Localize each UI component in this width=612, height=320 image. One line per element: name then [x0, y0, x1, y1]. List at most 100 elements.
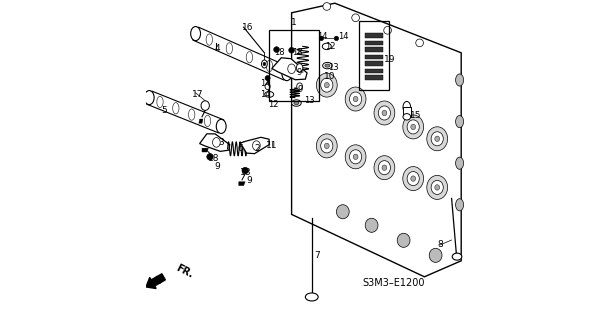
Ellipse shape [321, 139, 333, 153]
Text: 5: 5 [162, 106, 167, 115]
Ellipse shape [144, 91, 154, 105]
Ellipse shape [291, 100, 301, 106]
Ellipse shape [435, 136, 439, 141]
Text: 15: 15 [410, 111, 422, 120]
Text: S3M3–E1200: S3M3–E1200 [363, 278, 425, 288]
Ellipse shape [294, 101, 299, 105]
Ellipse shape [319, 36, 324, 41]
Text: 9: 9 [215, 162, 220, 171]
Ellipse shape [265, 76, 270, 81]
Ellipse shape [427, 175, 447, 199]
Ellipse shape [191, 27, 201, 41]
Bar [365, 69, 382, 73]
Ellipse shape [265, 83, 270, 90]
Ellipse shape [253, 141, 260, 150]
Text: 9: 9 [298, 85, 304, 94]
Ellipse shape [384, 27, 392, 34]
Text: 12: 12 [325, 42, 336, 51]
Ellipse shape [296, 64, 303, 72]
Ellipse shape [263, 62, 266, 66]
Ellipse shape [378, 106, 390, 120]
Bar [365, 47, 382, 52]
Text: 14: 14 [259, 79, 270, 88]
Ellipse shape [349, 92, 362, 106]
Ellipse shape [374, 101, 395, 125]
Ellipse shape [349, 150, 362, 164]
Ellipse shape [206, 34, 212, 45]
Ellipse shape [321, 78, 333, 92]
Ellipse shape [455, 74, 464, 86]
Text: 1: 1 [291, 18, 297, 27]
Text: 9: 9 [247, 176, 253, 185]
Ellipse shape [429, 248, 442, 262]
Ellipse shape [226, 43, 233, 54]
Polygon shape [193, 27, 289, 80]
Text: 14: 14 [317, 32, 327, 41]
Ellipse shape [316, 73, 337, 97]
Ellipse shape [157, 96, 163, 108]
Bar [365, 61, 382, 66]
Ellipse shape [325, 64, 330, 67]
Ellipse shape [403, 115, 424, 139]
Ellipse shape [323, 43, 331, 50]
Ellipse shape [403, 167, 424, 191]
Ellipse shape [345, 145, 366, 169]
Polygon shape [202, 148, 209, 152]
Ellipse shape [201, 101, 209, 110]
Ellipse shape [216, 119, 226, 133]
Text: 7: 7 [314, 252, 319, 260]
Polygon shape [272, 58, 307, 80]
Polygon shape [291, 3, 461, 277]
Ellipse shape [353, 96, 358, 102]
Ellipse shape [324, 143, 329, 148]
Bar [269, 30, 319, 101]
Ellipse shape [204, 115, 211, 127]
Bar [365, 41, 382, 45]
Ellipse shape [411, 124, 416, 130]
Ellipse shape [407, 172, 419, 186]
Text: 2: 2 [255, 144, 261, 153]
Polygon shape [241, 137, 269, 154]
Ellipse shape [323, 3, 330, 10]
Text: 12: 12 [267, 100, 278, 108]
Ellipse shape [212, 138, 220, 147]
Ellipse shape [337, 205, 349, 219]
Ellipse shape [305, 293, 318, 301]
Ellipse shape [431, 132, 443, 146]
Text: 11: 11 [266, 141, 277, 150]
Ellipse shape [416, 39, 424, 47]
Text: 18: 18 [274, 48, 285, 57]
Polygon shape [147, 91, 224, 133]
Ellipse shape [431, 180, 443, 195]
Text: 18: 18 [209, 154, 220, 163]
Text: 4: 4 [215, 44, 220, 52]
Ellipse shape [242, 167, 248, 174]
Ellipse shape [297, 83, 302, 90]
Ellipse shape [173, 103, 179, 114]
FancyArrow shape [146, 274, 165, 289]
Bar [365, 33, 382, 38]
Ellipse shape [411, 176, 416, 181]
Ellipse shape [353, 154, 358, 159]
Ellipse shape [365, 218, 378, 232]
Text: 16: 16 [242, 23, 253, 32]
Ellipse shape [407, 120, 419, 134]
Ellipse shape [427, 127, 447, 151]
Text: 10: 10 [324, 72, 335, 81]
Ellipse shape [455, 157, 464, 169]
Ellipse shape [207, 154, 213, 160]
Ellipse shape [435, 185, 439, 190]
Text: FR.: FR. [174, 262, 195, 280]
Ellipse shape [403, 114, 411, 120]
Ellipse shape [452, 253, 462, 260]
Ellipse shape [324, 82, 329, 88]
Ellipse shape [265, 92, 274, 97]
Ellipse shape [282, 67, 292, 81]
Ellipse shape [288, 64, 296, 74]
Ellipse shape [188, 109, 195, 120]
Ellipse shape [378, 161, 390, 175]
Ellipse shape [345, 87, 366, 111]
Ellipse shape [323, 62, 332, 69]
Text: 3: 3 [218, 138, 224, 147]
Text: 8: 8 [437, 240, 443, 249]
